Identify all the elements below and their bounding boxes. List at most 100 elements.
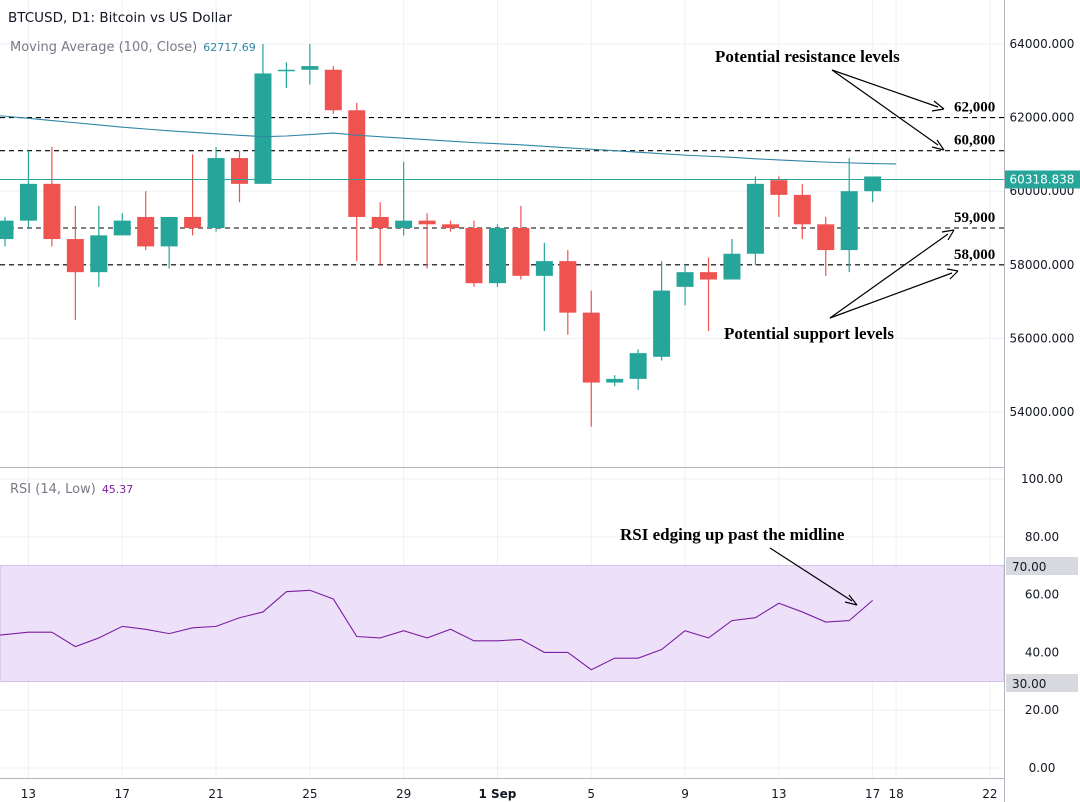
ma-legend[interactable]: Moving Average (100, Close) 62717.69 <box>10 40 256 55</box>
candle <box>770 176 788 217</box>
price-tick-label: 62000.000 <box>1010 111 1075 125</box>
time-tick-label: 22 <box>982 787 997 801</box>
level-label: 60,800 <box>954 133 995 149</box>
candle <box>793 183 811 240</box>
candle <box>137 191 155 251</box>
ma-legend-value: 62717.69 <box>203 41 256 54</box>
candle <box>348 102 366 262</box>
ma-legend-label: Moving Average (100, Close) <box>10 40 198 55</box>
candle-body <box>488 228 506 284</box>
candle-body <box>418 220 436 225</box>
candle-body <box>348 110 366 217</box>
candle <box>582 290 600 427</box>
candle-body <box>90 235 108 273</box>
candle-body <box>535 261 553 276</box>
candle-body <box>817 224 835 251</box>
rsi-tick-label: 60.00 <box>1025 588 1059 602</box>
candle-body <box>371 216 389 228</box>
candle <box>160 216 178 269</box>
price-tick-label: 56000.000 <box>1010 331 1075 345</box>
candle-body <box>43 183 61 240</box>
time-tick-label: 21 <box>208 787 223 801</box>
candle-body <box>113 220 131 236</box>
candle <box>113 213 131 236</box>
candle <box>0 216 14 247</box>
price-tick-label: 58000.000 <box>1010 258 1075 272</box>
candle-body <box>746 183 764 254</box>
candle-body <box>864 176 882 192</box>
candle-body <box>137 216 155 247</box>
candle <box>184 154 202 236</box>
rsi-tick-label: 80.00 <box>1025 530 1059 544</box>
last-price-badge: 60318.838 <box>1005 170 1080 189</box>
candle <box>418 213 436 269</box>
support-annotation: Potential support levels <box>724 324 894 343</box>
time-tick-label: 25 <box>302 787 317 801</box>
candle-body <box>606 378 624 383</box>
candle <box>629 349 647 390</box>
candle <box>43 147 61 247</box>
time-tick-label: 9 <box>681 787 689 801</box>
rsi-band <box>0 565 1005 682</box>
rsi-tick-label: 100.00 <box>1021 472 1063 486</box>
level-label: 62,000 <box>954 100 995 116</box>
candle-body <box>395 220 413 228</box>
candle <box>512 205 530 280</box>
arrow-rsi <box>769 547 853 602</box>
candle <box>700 257 717 332</box>
candle-body <box>324 69 342 111</box>
price-tick-label: 54000.000 <box>1010 405 1075 419</box>
rsi-upper-label: 70.00 <box>1012 560 1046 574</box>
candle-body <box>277 69 295 72</box>
candle <box>864 176 882 203</box>
rsi-axis[interactable]: 0.00 20.00 40.00 60.00 80.00 100.00 <box>1021 472 1063 775</box>
rsi-tick-label: 40.00 <box>1025 645 1059 659</box>
rsi-legend[interactable]: RSI (14, Low) 45.37 <box>10 482 133 497</box>
time-tick-label: 17 <box>115 787 130 801</box>
rsi-lower-label: 30.00 <box>1012 677 1046 691</box>
candle-body <box>465 228 483 284</box>
candle <box>606 375 624 387</box>
rsi-lower-badge: 30.00 <box>1006 674 1078 692</box>
rsi-legend-value: 45.37 <box>101 483 134 496</box>
candle <box>90 205 108 287</box>
candle-body <box>793 194 811 225</box>
candle <box>746 176 764 265</box>
arrow-head-support-58000 <box>946 268 959 280</box>
candle <box>231 150 248 203</box>
candle-body <box>160 216 178 247</box>
price-tick-label: 64000.000 <box>1010 37 1075 51</box>
candle <box>395 161 413 236</box>
last-price-badge-bg <box>1005 170 1080 189</box>
candle <box>301 44 319 85</box>
rsi-tick-label: 20.00 <box>1025 703 1059 717</box>
candle <box>535 242 553 332</box>
chart-title: BTCUSD, D1: Bitcoin vs US Dollar <box>8 10 233 26</box>
time-tick-label: 5 <box>587 787 595 801</box>
time-axis[interactable]: 13 17 21 25 29 1 Sep 5 9 13 17 18 22 <box>21 787 998 801</box>
candle <box>676 264 694 306</box>
rsi-annotation: RSI edging up past the midline <box>620 525 845 544</box>
candle-body <box>207 158 225 228</box>
arrow-head-support-59000 <box>941 229 955 241</box>
candle-body <box>629 353 647 379</box>
price-axis[interactable]: 54000.00056000.00058000.00060000.0006200… <box>1010 37 1075 419</box>
level-label: 58,000 <box>954 247 995 263</box>
arrow-support-59000 <box>829 233 949 319</box>
candle-body <box>700 272 717 280</box>
candle-body <box>582 312 600 383</box>
candle <box>559 250 577 335</box>
candle-body <box>442 224 460 228</box>
rsi-tick-label: 0.00 <box>1029 761 1056 775</box>
candle <box>840 158 858 273</box>
candle <box>465 220 483 287</box>
candle <box>66 205 84 320</box>
candle-body <box>301 66 319 70</box>
candle <box>277 62 295 89</box>
candle-body <box>66 239 84 273</box>
arrow-head-rsi <box>844 594 858 606</box>
arrow-head-resistance-60800 <box>931 139 945 151</box>
grid-lines <box>0 0 1004 778</box>
rsi-upper-badge: 70.00 <box>1006 557 1078 575</box>
